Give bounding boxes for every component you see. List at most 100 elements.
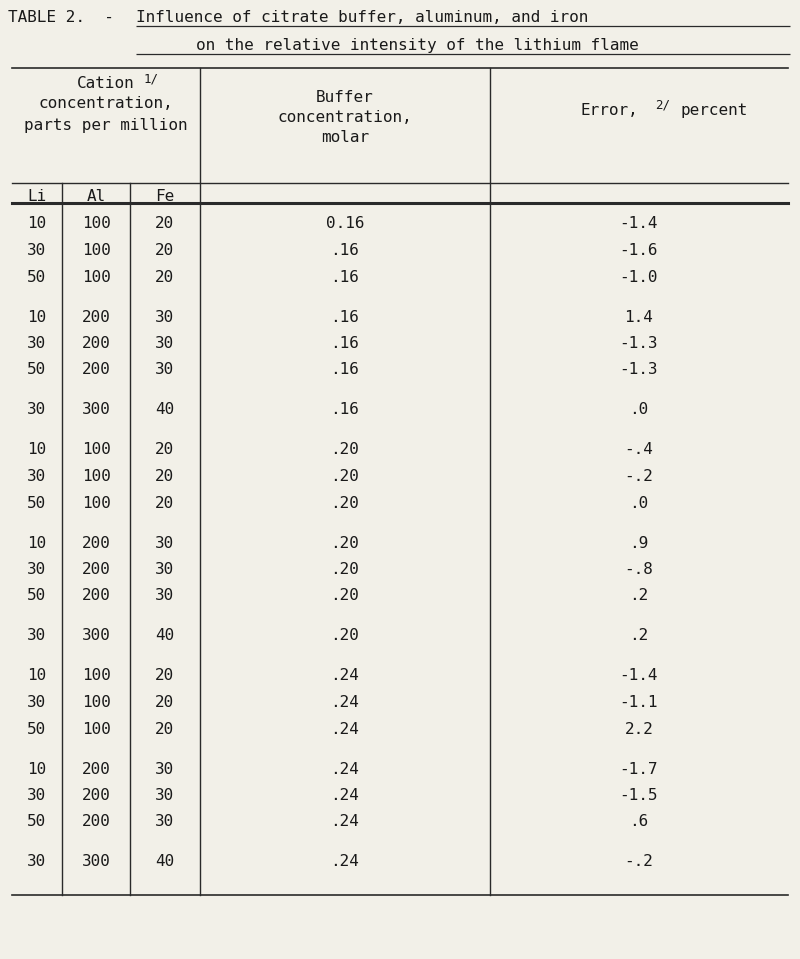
Text: -.8: -.8 — [625, 562, 654, 577]
Text: 100: 100 — [82, 442, 110, 457]
Text: 200: 200 — [82, 310, 110, 324]
Text: 20: 20 — [155, 721, 174, 737]
Text: 100: 100 — [82, 269, 110, 285]
Text: 50: 50 — [27, 363, 46, 378]
Text: 30: 30 — [155, 535, 174, 550]
Text: 20: 20 — [155, 469, 174, 484]
Text: 30: 30 — [27, 695, 46, 710]
Text: .20: .20 — [330, 535, 359, 550]
Text: 100: 100 — [82, 695, 110, 710]
Text: .16: .16 — [330, 403, 359, 417]
Text: 200: 200 — [82, 562, 110, 577]
Text: 30: 30 — [155, 336, 174, 351]
Text: 30: 30 — [155, 814, 174, 830]
Text: 50: 50 — [27, 814, 46, 830]
Text: 1.4: 1.4 — [625, 310, 654, 324]
Text: 100: 100 — [82, 243, 110, 258]
Text: -1.0: -1.0 — [620, 269, 658, 285]
Text: Error,: Error, — [580, 103, 638, 118]
Text: .20: .20 — [330, 496, 359, 510]
Text: .6: .6 — [630, 814, 649, 830]
Text: .20: .20 — [330, 562, 359, 577]
Text: 30: 30 — [155, 788, 174, 803]
Text: 10: 10 — [27, 442, 46, 457]
Text: Cation: Cation — [77, 76, 135, 91]
Text: 50: 50 — [27, 721, 46, 737]
Text: molar: molar — [321, 130, 369, 145]
Text: 10: 10 — [27, 310, 46, 324]
Text: -1.3: -1.3 — [620, 363, 658, 378]
Text: 2/: 2/ — [655, 98, 670, 111]
Text: .20: .20 — [330, 589, 359, 603]
Text: 20: 20 — [155, 442, 174, 457]
Text: -1.5: -1.5 — [620, 788, 658, 803]
Text: concentration,: concentration, — [38, 96, 174, 111]
Text: -1.6: -1.6 — [620, 243, 658, 258]
Text: 30: 30 — [27, 336, 46, 351]
Text: 40: 40 — [155, 854, 174, 870]
Text: 1/: 1/ — [144, 73, 159, 86]
Text: Buffer: Buffer — [316, 90, 374, 105]
Text: .24: .24 — [330, 668, 359, 684]
Text: 30: 30 — [155, 310, 174, 324]
Text: 0.16: 0.16 — [326, 217, 364, 231]
Text: .24: .24 — [330, 814, 359, 830]
Text: 300: 300 — [82, 403, 110, 417]
Text: 200: 200 — [82, 535, 110, 550]
Text: Influence of citrate buffer, aluminum, and iron: Influence of citrate buffer, aluminum, a… — [136, 10, 588, 25]
Text: 10: 10 — [27, 761, 46, 777]
Text: 20: 20 — [155, 668, 174, 684]
Text: 30: 30 — [155, 761, 174, 777]
Text: .0: .0 — [630, 403, 649, 417]
Text: .16: .16 — [330, 336, 359, 351]
Text: 10: 10 — [27, 217, 46, 231]
Text: -.2: -.2 — [625, 469, 654, 484]
Text: 200: 200 — [82, 336, 110, 351]
Text: 100: 100 — [82, 217, 110, 231]
Text: .24: .24 — [330, 695, 359, 710]
Text: 10: 10 — [27, 668, 46, 684]
Text: 30: 30 — [155, 562, 174, 577]
Text: .9: .9 — [630, 535, 649, 550]
Text: 50: 50 — [27, 496, 46, 510]
Text: .16: .16 — [330, 310, 359, 324]
Text: 30: 30 — [155, 363, 174, 378]
Text: -1.7: -1.7 — [620, 761, 658, 777]
Text: 20: 20 — [155, 269, 174, 285]
Text: .16: .16 — [330, 243, 359, 258]
Text: 100: 100 — [82, 469, 110, 484]
Text: .20: .20 — [330, 628, 359, 643]
Text: -.4: -.4 — [625, 442, 654, 457]
Text: 2.2: 2.2 — [625, 721, 654, 737]
Text: .20: .20 — [330, 469, 359, 484]
Text: 300: 300 — [82, 854, 110, 870]
Text: -1.3: -1.3 — [620, 336, 658, 351]
Text: -1.4: -1.4 — [620, 668, 658, 684]
Text: 20: 20 — [155, 217, 174, 231]
Text: 30: 30 — [27, 562, 46, 577]
Text: 30: 30 — [155, 589, 174, 603]
Text: 30: 30 — [27, 628, 46, 643]
Text: 20: 20 — [155, 243, 174, 258]
Text: .16: .16 — [330, 269, 359, 285]
Text: concentration,: concentration, — [278, 110, 412, 125]
Text: .24: .24 — [330, 854, 359, 870]
Text: 200: 200 — [82, 814, 110, 830]
Text: 100: 100 — [82, 668, 110, 684]
Text: 50: 50 — [27, 589, 46, 603]
Text: 40: 40 — [155, 628, 174, 643]
Text: 200: 200 — [82, 589, 110, 603]
Text: TABLE 2.  -: TABLE 2. - — [8, 10, 123, 25]
Text: -1.4: -1.4 — [620, 217, 658, 231]
Text: Fe: Fe — [155, 189, 174, 204]
Text: 20: 20 — [155, 695, 174, 710]
Text: on the relative intensity of the lithium flame: on the relative intensity of the lithium… — [196, 38, 638, 53]
Text: 30: 30 — [27, 854, 46, 870]
Text: .24: .24 — [330, 721, 359, 737]
Text: .2: .2 — [630, 628, 649, 643]
Text: 20: 20 — [155, 496, 174, 510]
Text: .20: .20 — [330, 442, 359, 457]
Text: 30: 30 — [27, 788, 46, 803]
Text: .16: .16 — [330, 363, 359, 378]
Text: .2: .2 — [630, 589, 649, 603]
